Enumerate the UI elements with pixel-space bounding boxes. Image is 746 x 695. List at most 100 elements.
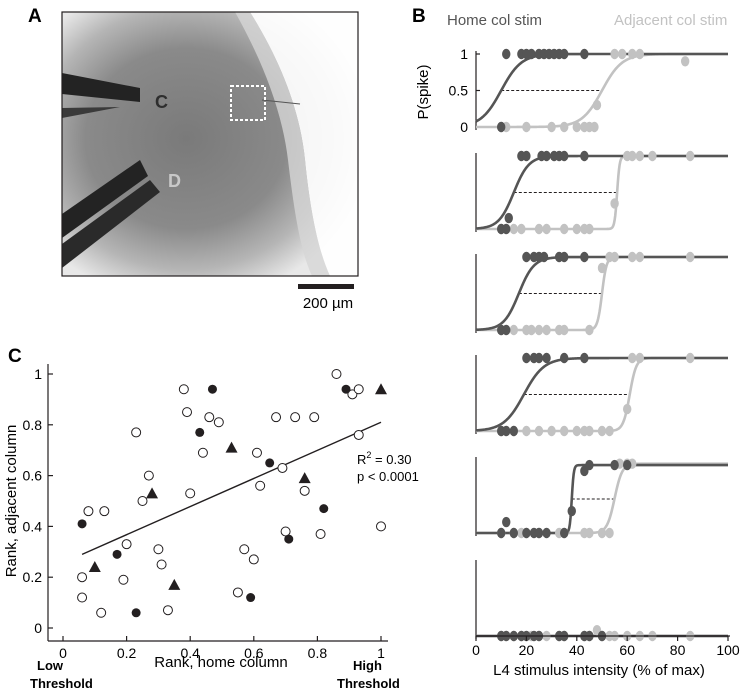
home-data-point	[522, 150, 531, 162]
adjacent-data-point	[628, 48, 637, 60]
adjacent-data-point	[585, 324, 594, 336]
spike-row-1: 00.51	[449, 46, 728, 135]
open-circle-point	[96, 607, 107, 618]
home-data-point	[560, 251, 569, 263]
adjacent-data-point	[509, 324, 518, 336]
filled-circle-point	[195, 427, 205, 437]
open-circle-point	[255, 480, 266, 491]
adjacent-data-point	[560, 223, 569, 235]
triangle-point	[298, 472, 311, 484]
high-threshold-label-line2: Threshold	[337, 676, 400, 691]
r-squared-stat: R2 = 0.30	[357, 450, 412, 467]
adjacent-data-point	[686, 251, 695, 263]
home-data-point	[610, 459, 619, 471]
open-circle-point	[251, 447, 262, 458]
home-data-point	[567, 505, 576, 517]
region-of-interest-box	[230, 85, 266, 121]
x-tick-label: 0.8	[308, 645, 328, 661]
y-tick-label: 0.4	[23, 518, 43, 534]
x-axis: 0 20 40 60 80 100	[472, 635, 740, 658]
home-data-point	[580, 150, 589, 162]
home-data-point	[497, 527, 506, 539]
y-axis-label: Rank, adjacent column	[3, 425, 20, 578]
x-tick-label: 0.2	[117, 645, 137, 661]
adjacent-fit-curve	[476, 462, 728, 535]
legend-home: Home col stim	[447, 12, 542, 29]
adjacent-data-point	[686, 352, 695, 364]
filled-circle-point	[265, 458, 275, 468]
filled-circle-point	[112, 549, 122, 559]
adjacent-data-point	[534, 223, 544, 235]
triangle-point	[88, 561, 101, 573]
triangle-point	[375, 383, 387, 395]
home-data-point	[580, 251, 589, 263]
y-tick-label: 0.6	[23, 468, 43, 484]
open-circle-point	[153, 544, 164, 555]
x-tick-label: 60	[619, 642, 635, 658]
adjacent-data-point	[605, 425, 614, 437]
open-circle-point	[131, 427, 142, 438]
home-data-point	[542, 527, 551, 539]
home-data-point	[502, 324, 511, 336]
open-circle-point	[77, 572, 88, 583]
y-tick-label: 1	[460, 46, 468, 62]
spike-probability-rows: 00.51	[449, 46, 728, 642]
y-tick-label: 1	[34, 366, 42, 382]
adjacent-data-point	[617, 48, 627, 60]
x-tick-label: 0.6	[244, 645, 264, 661]
x-tick-label: 0	[59, 645, 67, 661]
x-axis-label: Rank, home column	[154, 654, 287, 671]
adjacent-data-point	[648, 150, 657, 162]
adjacent-data-point	[635, 48, 644, 60]
p-value-stat: p < 0.0001	[357, 469, 419, 484]
adjacent-data-point	[527, 324, 536, 336]
panel-b: B Home col stim Adjacent col stim P(spik…	[412, 6, 740, 679]
open-circle-point	[121, 539, 132, 550]
home-fit-curve	[475, 52, 728, 123]
home-data-point	[527, 48, 536, 60]
open-circle-point	[353, 429, 364, 440]
open-circle-point	[290, 412, 301, 423]
open-circle-point	[376, 521, 386, 532]
y-tick-label: 0	[34, 620, 42, 636]
home-data-point	[502, 425, 511, 437]
adjacent-data-point	[560, 425, 569, 437]
home-data-point	[585, 459, 594, 471]
adjacent-data-point	[686, 150, 695, 162]
home-data-point	[504, 212, 513, 224]
adjacent-data-point	[585, 223, 594, 235]
filled-circle-point	[284, 534, 294, 544]
adjacent-data-point	[522, 121, 531, 133]
open-circle-point	[83, 506, 94, 517]
home-data-point	[522, 527, 531, 539]
x-axis-label: L4 stimulus intensity (% of max)	[493, 662, 705, 679]
adjacent-data-point	[572, 223, 581, 235]
home-data-point	[502, 516, 511, 528]
electrode-c	[62, 73, 140, 118]
scale-bar-label: 200 µm	[303, 295, 353, 312]
spike-row-4	[475, 352, 728, 437]
adjacent-data-point	[542, 223, 551, 235]
open-circle-point	[271, 412, 282, 423]
home-fit-curve	[475, 154, 728, 230]
x-tick-label: 1	[377, 645, 385, 661]
open-circle-point	[118, 574, 129, 585]
panel-b-letter: B	[412, 6, 426, 27]
adjacent-data-point	[572, 425, 581, 437]
spike-row-2	[475, 150, 728, 235]
spike-row-5	[475, 457, 728, 539]
home-data-point	[497, 121, 506, 133]
adjacent-data-point	[610, 198, 619, 209]
open-circle-point	[143, 470, 154, 481]
open-circle-point	[162, 605, 173, 616]
adjacent-data-point	[635, 251, 644, 263]
electrode-label-c: C	[155, 92, 168, 112]
adjacent-data-point	[628, 150, 637, 162]
y-tick-label: 0.2	[23, 569, 43, 585]
adjacent-data-point	[547, 425, 556, 437]
home-data-point	[560, 527, 569, 539]
adjacent-data-point	[597, 527, 607, 539]
home-data-point	[522, 251, 531, 263]
open-circle-point	[99, 506, 110, 517]
